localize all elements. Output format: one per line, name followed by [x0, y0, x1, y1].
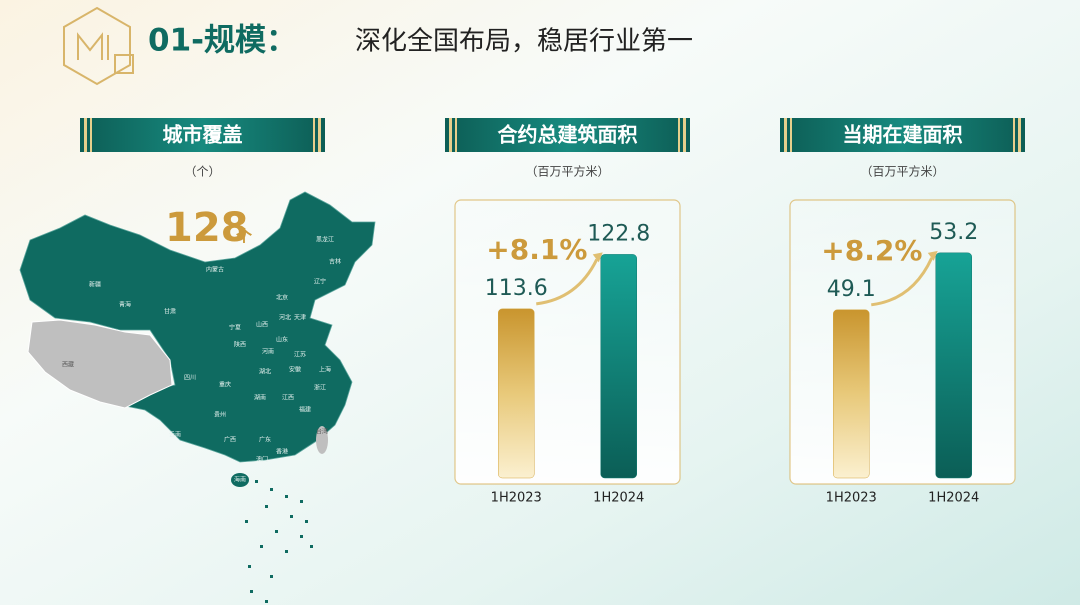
map-label: 重庆 — [219, 381, 231, 389]
unit-label: （百万平方米） — [860, 164, 944, 179]
value-label: 53.2 — [929, 220, 978, 245]
map-label: 天津 — [294, 315, 306, 322]
city-count: 128 — [165, 205, 249, 251]
banner — [445, 118, 690, 152]
map-label: 宁夏 — [229, 324, 241, 332]
map-label: 云南 — [169, 431, 181, 439]
map-label: 山西 — [256, 321, 268, 329]
banner-title: 合约总建筑面积 — [498, 123, 638, 147]
map-label: 台湾 — [316, 428, 328, 436]
island — [245, 520, 248, 523]
banner-stripe — [318, 118, 321, 152]
map-label: 北京 — [276, 294, 288, 302]
growth-label: +8.1% — [486, 233, 587, 266]
x-tick-label: 1H2023 — [826, 491, 877, 506]
x-tick-label: 1H2023 — [491, 491, 542, 506]
bar — [935, 252, 972, 479]
map-label: 新疆 — [89, 281, 101, 289]
growth-arrow — [536, 258, 599, 306]
map-label: 四川 — [184, 375, 196, 382]
island — [248, 565, 251, 568]
map-label: 安徽 — [289, 366, 301, 374]
banner — [80, 118, 325, 152]
island — [310, 545, 313, 548]
island — [290, 515, 293, 518]
map-label: 浙江 — [314, 384, 326, 392]
bar — [600, 254, 637, 479]
map-label: 广西 — [224, 436, 236, 444]
island — [285, 550, 288, 553]
map-label: 江苏 — [294, 351, 306, 359]
map-label: 河北 — [279, 314, 291, 322]
city-count-unit: 个 — [235, 227, 253, 246]
banner-stripe — [784, 118, 787, 152]
hainan — [231, 473, 249, 487]
banner-title: 当期在建面积 — [843, 123, 963, 147]
island — [305, 520, 308, 523]
map-label: 上海 — [319, 366, 331, 374]
banner-stripe — [1013, 118, 1015, 152]
map-label: 江西 — [282, 395, 294, 402]
arrow-head — [592, 252, 603, 263]
taiwan — [316, 426, 328, 454]
banner-stripe — [790, 118, 792, 152]
banner-stripe — [84, 118, 87, 152]
value-label: 49.1 — [827, 277, 876, 302]
map-label: 辽宁 — [314, 278, 326, 286]
island — [300, 500, 303, 503]
banner-stripe — [90, 118, 92, 152]
map-label: 湖南 — [254, 394, 266, 402]
map-label: 澳门 — [256, 456, 268, 464]
map-label: 香港 — [276, 448, 288, 456]
island — [275, 530, 278, 533]
island — [270, 575, 273, 578]
banner-stripe — [1018, 118, 1021, 152]
island — [265, 505, 268, 508]
map-label: 山东 — [276, 336, 288, 344]
x-tick-label: 1H2024 — [593, 491, 644, 506]
subtitle: 深化全国布局，稳居行业第一 — [355, 27, 693, 57]
island — [260, 545, 263, 548]
x-tick-label: 1H2024 — [928, 491, 979, 506]
island — [285, 495, 288, 498]
unit-label: （个） — [184, 165, 220, 179]
map-label: 河南 — [262, 348, 274, 356]
map-label: 西藏 — [62, 361, 74, 369]
map-label: 青海 — [119, 301, 131, 309]
logo — [63, 6, 134, 86]
island — [265, 600, 268, 603]
growth-label: +8.2% — [821, 234, 922, 267]
map-label: 广东 — [259, 436, 271, 444]
value-label: 113.6 — [485, 276, 548, 301]
map-label: 吉林 — [329, 258, 341, 266]
tibet-region — [27, 319, 173, 409]
arrow-head — [927, 250, 938, 261]
map-label: 甘肃 — [164, 308, 176, 316]
unit-label: （百万平方米） — [525, 164, 609, 179]
island — [250, 590, 253, 593]
banner-title: 城市覆盖 — [163, 123, 243, 147]
value-label: 122.8 — [587, 221, 650, 246]
banner-stripe — [678, 118, 680, 152]
growth-arrow — [871, 257, 934, 307]
map-label: 海南 — [234, 476, 246, 484]
bar — [833, 309, 870, 479]
map-label: 黑龙江 — [316, 236, 334, 244]
island — [255, 480, 258, 483]
island — [300, 535, 303, 538]
map-label: 内蒙古 — [206, 266, 224, 274]
map-label: 湖北 — [259, 368, 271, 376]
map-label: 陕西 — [234, 341, 246, 349]
banner-stripe — [683, 118, 686, 152]
banner-stripe — [313, 118, 315, 152]
map-label: 福建 — [299, 406, 311, 414]
title: 01-规模： — [148, 23, 297, 59]
bar — [498, 308, 535, 479]
banner-stripe — [455, 118, 457, 152]
island — [270, 488, 273, 491]
banner — [780, 118, 1025, 152]
banner-stripe — [449, 118, 452, 152]
map-label: 贵州 — [214, 411, 226, 419]
